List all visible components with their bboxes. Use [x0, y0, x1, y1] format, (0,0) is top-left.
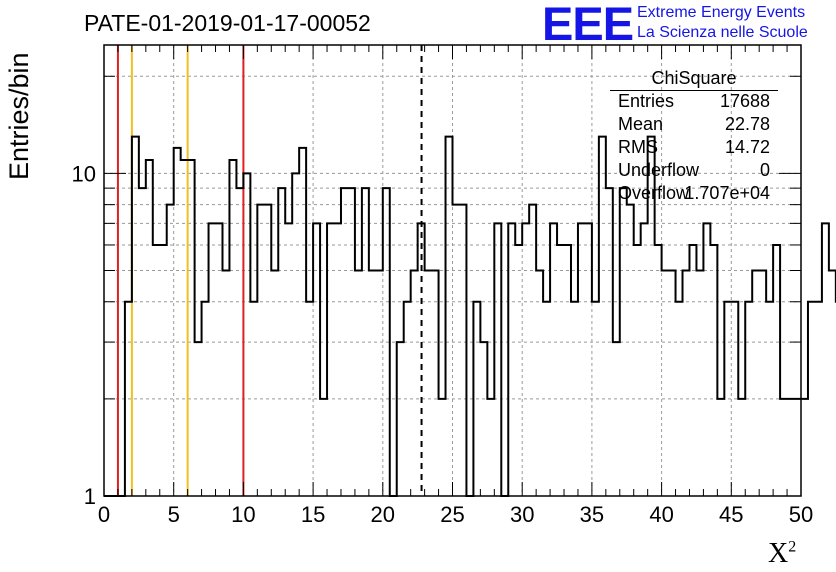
eee-logo-text: Extreme Energy Events La Scienza nelle S… — [637, 3, 808, 43]
stats-key: Overflow — [618, 183, 690, 203]
x-tick-label: 30 — [510, 502, 534, 527]
stats-key: RMS — [618, 137, 658, 157]
x-axis-label-superscript: 2 — [788, 538, 797, 556]
x-tick-label: 45 — [719, 502, 743, 527]
x-axis-label-text: X — [768, 538, 789, 569]
stats-row: Underflow 0 — [610, 160, 778, 183]
stats-title: ChiSquare — [651, 68, 737, 88]
stats-row: Entries 17688 — [610, 91, 778, 114]
stats-key: Underflow — [618, 160, 700, 180]
x-tick-label: 25 — [440, 502, 464, 527]
x-tick-label: 0 — [98, 502, 110, 527]
x-tick-label: 10 — [231, 502, 255, 527]
x-tick-label: 5 — [168, 502, 180, 527]
stats-box: ChiSquare Entries 17688 Mean 22.78 RMS 14.7… — [610, 68, 778, 206]
y-tick-label: 10 — [72, 161, 96, 186]
x-axis-label: X2 — [768, 538, 796, 570]
y-tick-label: 1 — [84, 484, 96, 509]
stats-row: Overflow 1.707e+04 — [610, 183, 778, 206]
logo-line-2: La Scienza nelle Scuole — [637, 24, 808, 41]
x-tick-label: 20 — [371, 502, 395, 527]
eee-logo-mark: EEE — [542, 0, 634, 50]
stats-value: 22.78 — [724, 114, 770, 134]
stats-row: RMS 14.72 — [610, 137, 778, 160]
stats-row: Mean 22.78 — [610, 114, 778, 137]
chart-title: PATE-01-2019-01-17-00052 — [84, 10, 371, 36]
histogram-steps — [104, 135, 836, 497]
stats-value: 0 — [759, 160, 770, 180]
stats-value: 14.72 — [724, 137, 770, 157]
x-tick-labels: 0 5 10 15 20 25 30 35 40 45 50 — [98, 502, 813, 527]
stats-key: Mean — [618, 114, 664, 134]
logo-line-1: Extreme Energy Events — [637, 4, 806, 21]
reference-lines — [116, 45, 423, 496]
axis-ticks — [103, 45, 802, 497]
stats-value: 17688 — [719, 91, 770, 111]
y-tick-labels: 1 10 — [72, 161, 96, 509]
x-tick-label: 50 — [789, 502, 813, 527]
stats-divider — [610, 90, 778, 91]
stats-key: Entries — [618, 91, 675, 111]
x-tick-label: 15 — [301, 502, 325, 527]
stats-value: 1.707e+04 — [684, 183, 770, 203]
x-tick-label: 40 — [649, 502, 673, 527]
y-axis-label-text: Entries/bin — [4, 52, 34, 180]
x-tick-label: 35 — [580, 502, 604, 527]
